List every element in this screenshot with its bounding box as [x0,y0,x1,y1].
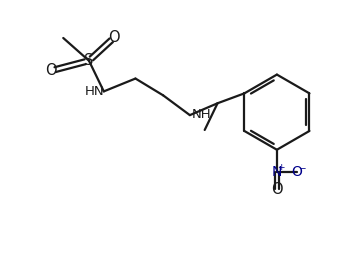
Text: +: + [277,163,285,172]
Text: −: − [298,163,306,172]
Text: N: N [272,165,282,179]
Text: O: O [46,63,57,78]
Text: NH: NH [192,108,211,121]
Text: HN: HN [85,85,105,98]
Text: O: O [271,182,283,197]
Text: O: O [108,30,120,45]
Text: O: O [291,165,302,179]
Text: S: S [84,53,94,68]
